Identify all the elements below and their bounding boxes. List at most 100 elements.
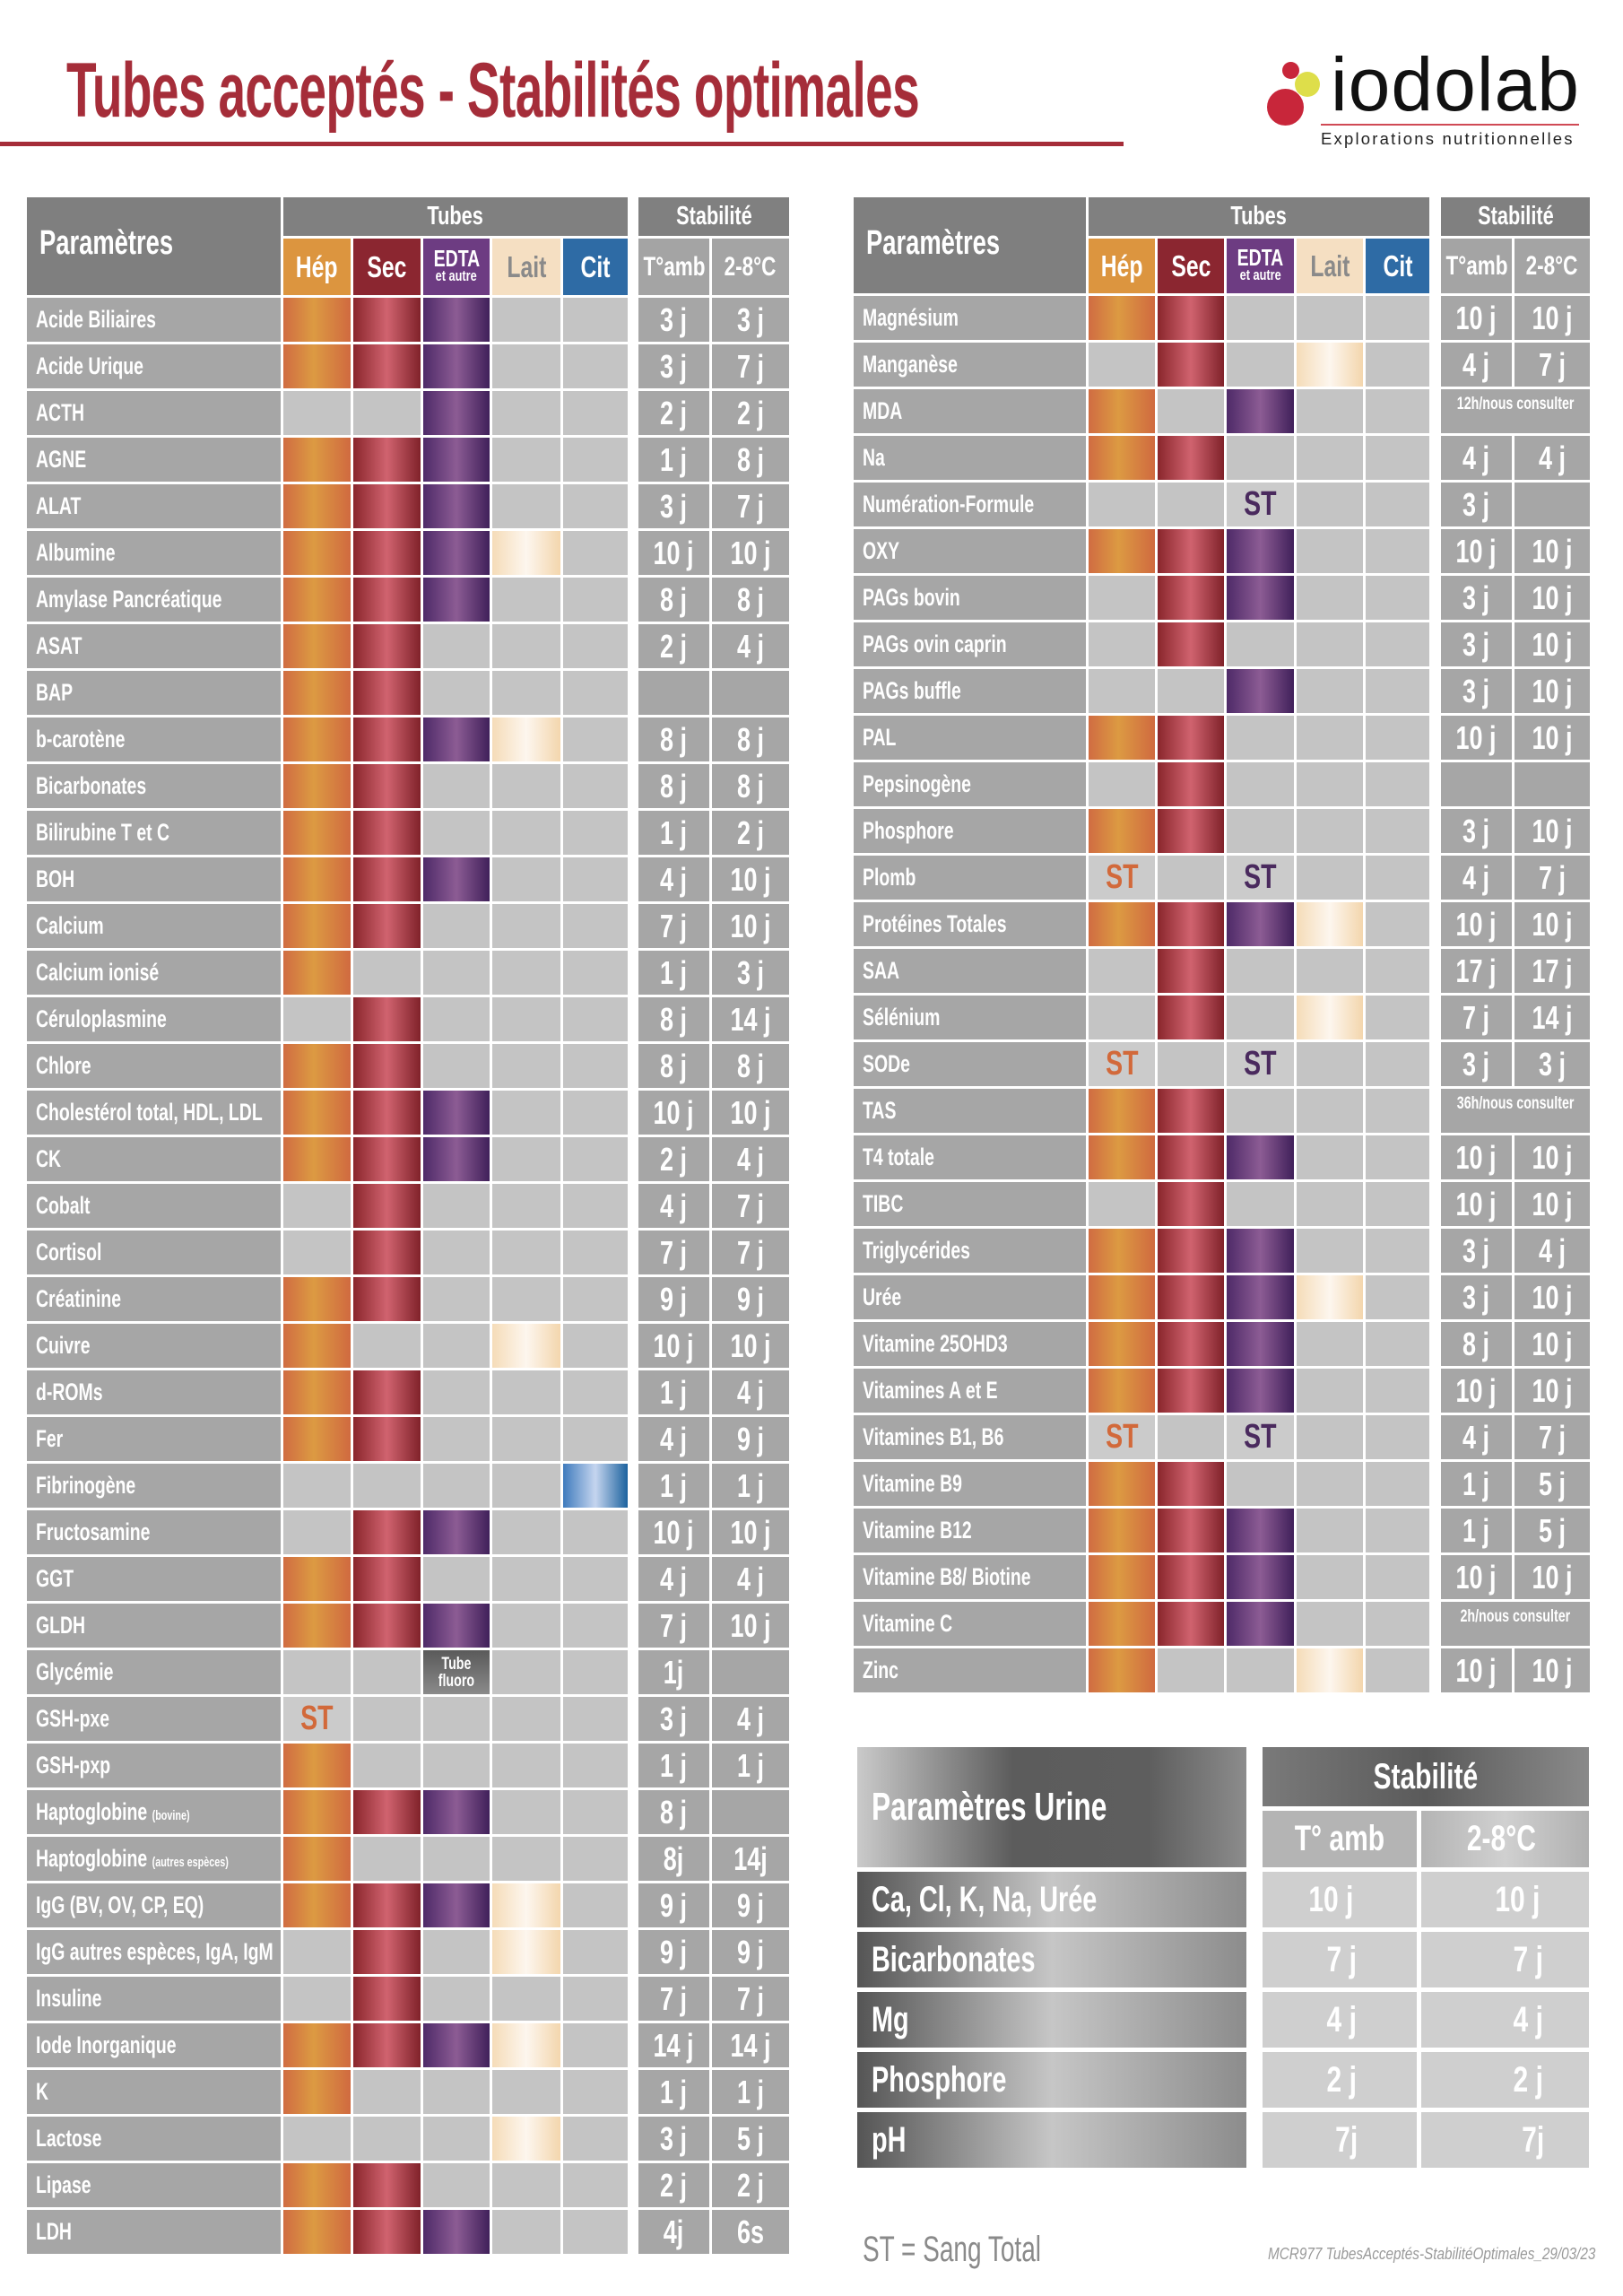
stability-cold-value: 4 j (1538, 439, 1567, 476)
stability-tamb: 1 j (1441, 1509, 1512, 1552)
tube-accepted-hep (1089, 902, 1155, 946)
tube-empty-cit (563, 298, 628, 342)
tube-empty-lait (1297, 762, 1363, 806)
tube-accepted-hep (283, 671, 351, 715)
table-row-parameter: Vitamine B9 (854, 1462, 1086, 1506)
tube-header-label: EDTA (1237, 243, 1284, 271)
table-row-parameter: SAA (854, 949, 1086, 993)
parameter-name-text: Sélénium (863, 1004, 941, 1031)
stability-cold-value: 10 j (1532, 1325, 1573, 1362)
tube-empty-lait (492, 951, 560, 995)
column-spacer (630, 1091, 636, 1135)
stability-tamb-value: 7 j (660, 907, 688, 944)
tube-header-label: Lait (1309, 248, 1350, 283)
tube-accepted-edta (423, 2210, 490, 2254)
tube-empty-hep (1089, 622, 1155, 666)
tube-accepted-edta (423, 531, 490, 575)
tube-empty-cit (1366, 389, 1429, 433)
table-row-parameter: Lipase (27, 2163, 281, 2207)
column-spacer (630, 1044, 636, 1088)
tamb-header-label: T°amb (643, 251, 706, 282)
tube-accepted-lait (1297, 1648, 1363, 1692)
stability-cold-value: 5 j (1538, 1465, 1567, 1502)
stability-cold: 5 j (1515, 1509, 1590, 1552)
stability-cold (1515, 483, 1590, 526)
stability-cold: 10 j (712, 1604, 789, 1648)
tube-accepted-hep (283, 298, 351, 342)
tube-empty-cit (563, 1324, 628, 1368)
stability-cold: 10 j (1515, 716, 1590, 760)
stability-cold-value: 8 j (736, 1047, 765, 1084)
stability-cold-value: 10 j (1532, 532, 1573, 570)
tube-empty-lait (1297, 1042, 1363, 1086)
stability-cold-value: 4 j (736, 1700, 765, 1737)
stability-cold: 3 j (1515, 1042, 1590, 1086)
tube-header-lait: Lait (1297, 239, 1363, 293)
tube-empty-cit (563, 997, 628, 1041)
tube-empty-sec (353, 1464, 421, 1508)
parameter-name-text: IgG (BV, OV, CP, EQ) (36, 1892, 204, 1918)
tube-empty-sec (353, 391, 421, 435)
column-spacer (630, 531, 636, 575)
table-row-parameter: IgG (BV, OV, CP, EQ) (27, 1883, 281, 1927)
stability-tamb-value: 4 j (660, 1420, 688, 1457)
tube-empty-hep (283, 1510, 351, 1554)
tube-empty-sec (1158, 1415, 1224, 1459)
stability-cold: 9 j (712, 1417, 789, 1461)
stability-cold: 4 j (712, 1557, 789, 1601)
tube-empty-edta (423, 951, 490, 995)
tube-accepted-hep (283, 1604, 351, 1648)
parameter-name-text: Bicarbonates (36, 772, 147, 799)
tube-empty-edta (423, 1464, 490, 1508)
stability-tamb-value: 1 j (660, 440, 688, 478)
table-row-parameter: d-ROMs (27, 1370, 281, 1414)
tube-empty-cit (563, 2023, 628, 2067)
tube-empty-cit (1366, 1089, 1429, 1133)
tube-empty-lait (492, 1417, 560, 1461)
tube-accepted-hep (1089, 1322, 1155, 1366)
tube-accepted-sec (1158, 902, 1224, 946)
parameter-name-text: Vitamine B8/ Biotine (863, 1563, 1031, 1590)
stability-tamb-value: 3 j (660, 300, 688, 338)
tube-header-label: Sec (1170, 248, 1211, 283)
tube-empty-edta (423, 1977, 490, 2021)
tube-empty-cit (1366, 1322, 1429, 1366)
tube-empty-cit (1366, 856, 1429, 900)
tube-empty-edta (1227, 1089, 1294, 1133)
column-spacer (630, 1837, 636, 1881)
tube-accepted-lait (1297, 343, 1363, 387)
tube-empty-hep (283, 391, 351, 435)
tube-empty-edta (423, 811, 490, 855)
stability-cold: 8 j (712, 438, 789, 482)
tube-accepted-lait (492, 531, 560, 575)
table-row-parameter: Numération-Formule (854, 483, 1086, 526)
column-spacer (630, 1137, 636, 1181)
tube-empty-lait (1297, 669, 1363, 713)
stability-tamb: 8 j (638, 718, 709, 761)
stability-cold-value: 2 j (736, 394, 765, 431)
tube-accepted-sec (353, 718, 421, 761)
parameter-name: Triglycérides (863, 1237, 970, 1265)
parameter-name: TAS (863, 1097, 896, 1125)
stability-cold-value: 8 j (736, 720, 765, 758)
table-row-parameter: Insuline (27, 1977, 281, 2021)
stability-cold-value: 14j (733, 1839, 768, 1877)
column-spacer (630, 344, 636, 388)
tube-empty-edta (423, 2070, 490, 2114)
tube-accepted-sec (1158, 1135, 1224, 1179)
tube-accepted-hep (283, 1277, 351, 1321)
tubes-table-left: Paramètres Tubes Stabilité Hép Sec EDTA et aut… (27, 197, 789, 2254)
parameter-name-text: T4 totale (863, 1144, 934, 1170)
tube-empty-cit (1366, 1509, 1429, 1552)
urine-cold-value: 4 j (1513, 1999, 1543, 2039)
stability-tamb: 10 j (638, 1510, 709, 1554)
urine-cold-header: 2-8°C (1421, 1811, 1589, 1867)
column-spacer (1432, 902, 1438, 946)
tube-accepted-sec (353, 2163, 421, 2207)
parameter-name: Créatinine (36, 1285, 121, 1313)
table-row-parameter: b-carotène (27, 718, 281, 761)
table-row-parameter: Na (854, 436, 1086, 480)
table-row-parameter: Haptoglobine (bovine) (27, 1790, 281, 1834)
parameter-name: PAGs buffle (863, 677, 961, 705)
stability-cold: 7 j (1515, 343, 1590, 387)
